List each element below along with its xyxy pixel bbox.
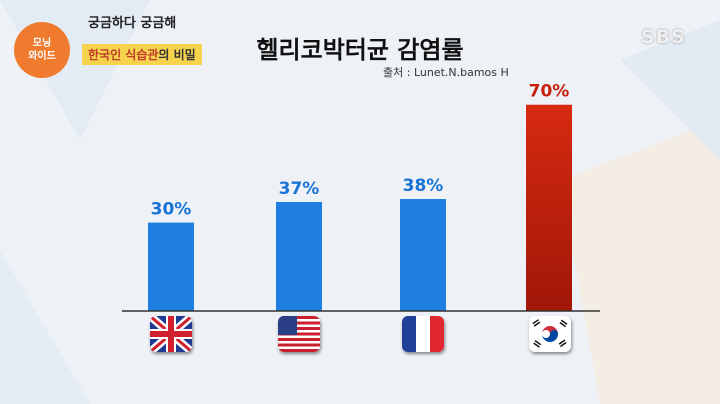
program-subtitle: 한국인 식습관의 비밀 bbox=[82, 44, 202, 65]
program-logo: 모닝 와이드 bbox=[14, 22, 70, 78]
korea-flag-icon bbox=[529, 316, 571, 352]
value-label-us-flag: 37% bbox=[279, 179, 320, 199]
bar-uk-flag bbox=[148, 222, 194, 311]
france-flag-icon bbox=[402, 316, 444, 352]
program-title: 궁금하다 궁금해 bbox=[88, 16, 177, 31]
bar-korea-flag bbox=[526, 104, 572, 311]
bar-france-flag bbox=[400, 199, 446, 311]
chart-title: 헬리코박터균 감염률 bbox=[256, 36, 464, 64]
uk-flag-icon bbox=[150, 316, 192, 352]
bar-us-flag bbox=[276, 201, 322, 311]
value-label-korea-flag: 70% bbox=[529, 82, 570, 102]
broadcaster-logo: SBS bbox=[641, 26, 686, 48]
chart-source: 출처 : Lunet.N.bamos H bbox=[383, 66, 509, 79]
value-label-france-flag: 38% bbox=[403, 176, 444, 196]
value-label-uk-flag: 30% bbox=[151, 200, 192, 220]
us-flag-icon bbox=[278, 316, 320, 352]
